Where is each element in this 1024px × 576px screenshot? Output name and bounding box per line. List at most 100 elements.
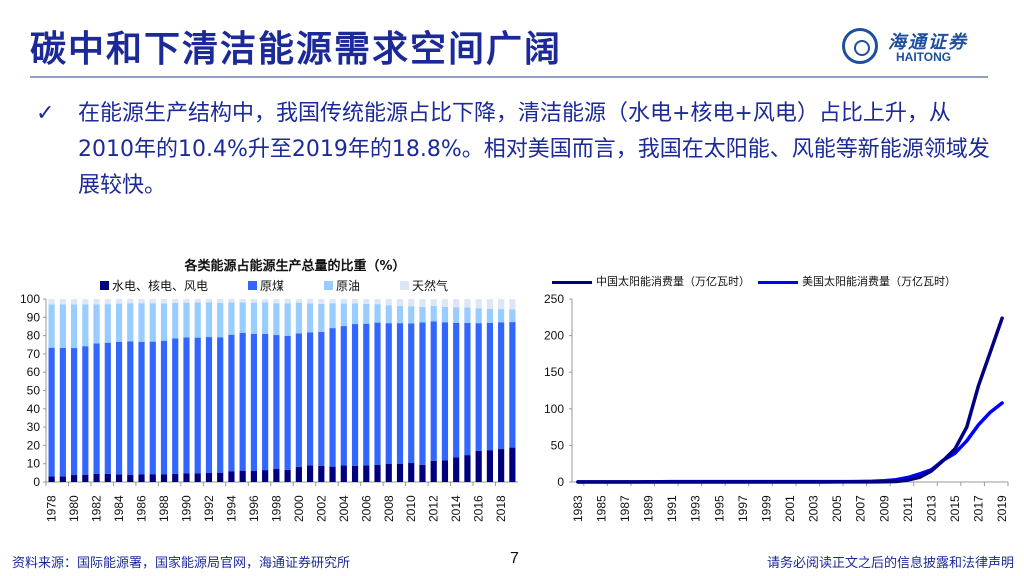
- bar-x-tick-label: 1984: [112, 495, 126, 522]
- bar-segment: [239, 302, 246, 333]
- bar-segment: [160, 299, 168, 304]
- bar-segment: [284, 299, 291, 304]
- page-number: 7: [510, 550, 519, 567]
- bar-x-tick-label: 2016: [472, 495, 486, 522]
- bar-segment: [127, 341, 134, 475]
- bar-segment: [351, 303, 359, 325]
- bar-segment: [262, 333, 269, 471]
- bar-segment: [318, 303, 325, 332]
- bar-y-tick-label: 90: [27, 310, 41, 324]
- line-x-tick-label: 1987: [618, 495, 632, 522]
- bar-segment: [464, 322, 471, 456]
- legend-label-oil: 原油: [336, 279, 361, 293]
- bar-segment: [295, 466, 302, 482]
- bar-segment: [160, 340, 168, 475]
- bar-segment: [363, 303, 370, 324]
- legend-swatch-oil: [324, 281, 334, 290]
- bar-segment: [486, 450, 493, 482]
- bar-segment: [453, 457, 460, 482]
- line-y-tick-label: 200: [544, 329, 564, 343]
- bar-segment: [464, 307, 471, 323]
- line-x-tick-label: 1991: [665, 495, 679, 522]
- bar-segment: [318, 299, 325, 304]
- legend-item-coal: 原煤: [248, 277, 284, 294]
- line-y-tick-label: 250: [544, 292, 564, 306]
- source-note: 资料来源：国际能源署，国家能源局官网，海通证券研究所: [12, 556, 351, 571]
- bar-segment: [329, 299, 336, 304]
- bar-segment: [329, 303, 336, 329]
- bar-segment: [486, 308, 493, 323]
- checkmark-icon: ✓: [36, 101, 55, 126]
- bar-segment: [307, 303, 314, 333]
- bar-segment: [228, 302, 235, 335]
- bar-segment: [149, 474, 156, 482]
- bar-segment: [217, 472, 224, 482]
- legend-line-china: [552, 280, 592, 284]
- bar-segment: [486, 299, 493, 309]
- bar-segment: [93, 299, 100, 305]
- line-x-tick-label: 1997: [736, 495, 750, 522]
- bar-segment: [374, 464, 381, 482]
- legend-line-us: [758, 280, 798, 284]
- bar-segment: [408, 306, 415, 324]
- bar-segment: [385, 323, 392, 464]
- bar-segment: [250, 471, 257, 482]
- bar-segment: [351, 324, 359, 466]
- us-solar-line: [576, 401, 1004, 484]
- bar-y-tick-label: 50: [27, 384, 41, 398]
- bar-segment: [509, 309, 516, 323]
- bar-segment: [318, 465, 325, 482]
- bar-segment: [82, 474, 89, 482]
- legend-swatch-hydro: [100, 281, 109, 290]
- bar-segment: [374, 304, 381, 323]
- logo-cn-text: 海通证券: [888, 32, 968, 53]
- bar-segment: [250, 299, 257, 303]
- bar-segment: [172, 338, 179, 474]
- bar-segment: [194, 299, 201, 303]
- bar-y-tick-label: 40: [27, 402, 41, 416]
- bar-segment: [441, 322, 449, 461]
- bar-segment: [104, 342, 111, 474]
- china-solar-line: [576, 316, 1004, 484]
- legend-swatch-gas: [400, 281, 410, 290]
- bar-segment: [295, 302, 302, 334]
- bar-segment: [82, 299, 89, 305]
- bar-segment: [509, 299, 516, 310]
- legend-label-coal: 原煤: [260, 279, 285, 293]
- line-y-tick-label: 0: [557, 475, 564, 489]
- bar-x-tick-label: 2018: [494, 495, 508, 522]
- bar-y-tick-label: 80: [27, 329, 41, 343]
- bar-segment: [228, 471, 235, 482]
- bar-segment: [363, 323, 370, 466]
- bar-segment: [284, 469, 291, 482]
- bar-segment: [453, 307, 460, 323]
- bar-segment: [273, 469, 280, 482]
- bar-y-tick-label: 70: [27, 347, 41, 361]
- bar-segment: [486, 322, 493, 451]
- bar-y-tick-label: 0: [33, 475, 40, 489]
- bar-segment: [340, 465, 347, 482]
- bar-segment: [363, 299, 370, 304]
- bar-segment: [71, 475, 78, 482]
- bar-segment: [430, 321, 437, 461]
- bar-x-tick-label: 1988: [157, 495, 171, 522]
- bar-segment: [262, 299, 269, 303]
- bar-segment: [93, 343, 100, 474]
- line-x-tick-label: 1989: [642, 495, 656, 522]
- bar-segment: [93, 473, 100, 482]
- legend-label-hydro: 水电、核电、风电: [112, 279, 209, 293]
- bar-x-tick-label: 2010: [404, 495, 418, 522]
- bar-segment: [205, 299, 213, 303]
- bar-segment: [419, 322, 426, 465]
- legend-item-us-solar: 美国太阳能消费量（万亿瓦时）: [758, 273, 956, 289]
- bar-segment: [149, 303, 156, 342]
- bar-segment: [217, 299, 224, 304]
- bar-segment: [385, 299, 392, 306]
- bar-x-tick-label: 2006: [359, 495, 373, 522]
- bar-segment: [284, 335, 291, 470]
- bar-segment: [149, 299, 156, 304]
- bar-segment: [59, 347, 66, 477]
- bar-segment: [82, 346, 89, 475]
- bar-segment: [295, 333, 302, 467]
